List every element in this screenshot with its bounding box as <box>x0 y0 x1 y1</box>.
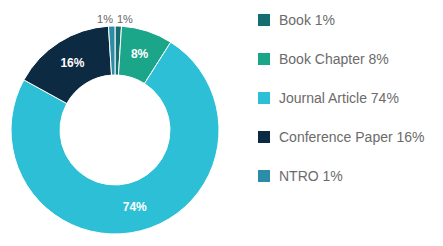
html-text:Book Chapter 8%: Book Chapter 8% <box>279 51 389 67</box>
html-text:Journal Article 74%: Journal Article 74% <box>279 90 399 106</box>
svg-text:1%: 1% <box>117 13 133 25</box>
svg-text:8%: 8% <box>131 47 149 61</box>
svg-text:74%: 74% <box>123 200 147 214</box>
html-text:Conference Paper 16%: Conference Paper 16% <box>279 129 425 145</box>
svg-text:16%: 16% <box>60 56 84 70</box>
html-text:NTRO 1%: NTRO 1% <box>279 168 343 184</box>
svg-text:1%: 1% <box>97 13 113 25</box>
html-text:Book 1%: Book 1% <box>279 12 335 28</box>
